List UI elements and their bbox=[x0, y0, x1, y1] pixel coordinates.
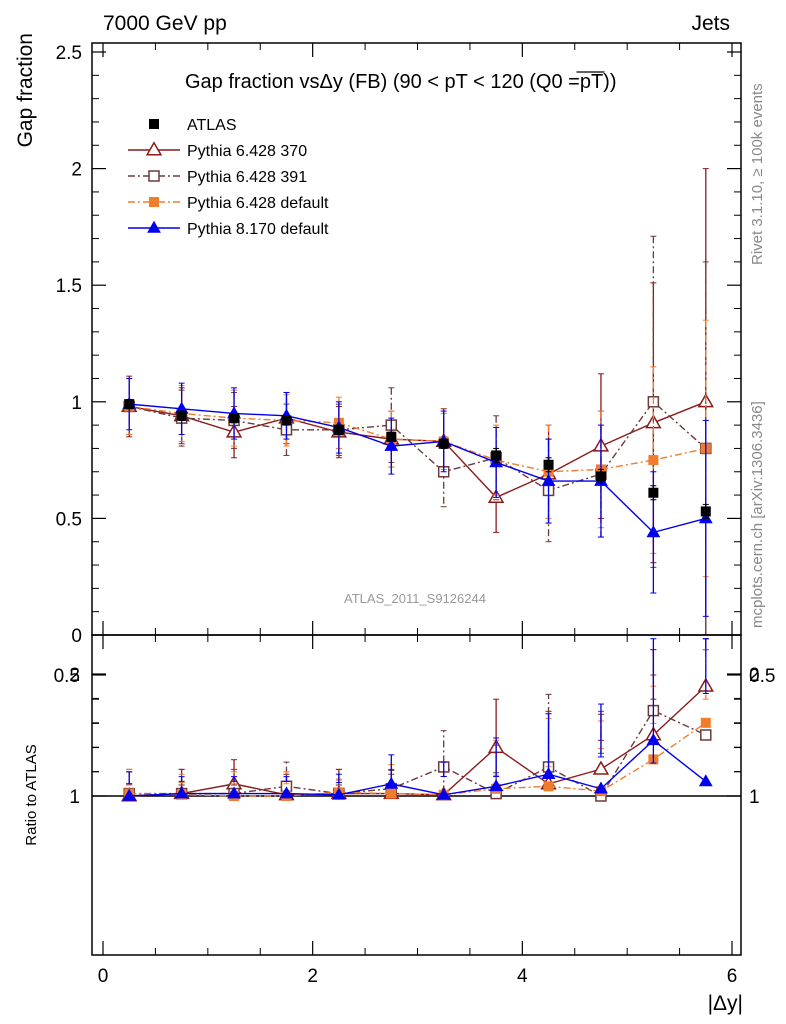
series-4-point bbox=[122, 788, 137, 801]
x-tick-label: 0 bbox=[98, 966, 109, 987]
series-3-point bbox=[386, 788, 397, 799]
series-4-point bbox=[489, 779, 504, 792]
main-panel: 0 0.5 1 1.5 2 2.5 bbox=[56, 42, 742, 647]
series-2-line bbox=[129, 709, 707, 797]
x-tick-label: 6 bbox=[727, 966, 738, 987]
series-0-point bbox=[700, 506, 711, 517]
series-3-line bbox=[129, 405, 706, 473]
series-3-point bbox=[700, 717, 711, 728]
y-tick-label: 1 bbox=[71, 393, 82, 414]
ratio-y-tick-label: 2 bbox=[69, 665, 80, 686]
ratio-panel: 0.5 0.5 1 1 2 2 0 2 4 6 bbox=[54, 43, 775, 987]
series-0-point bbox=[124, 399, 135, 410]
header-right: Jets bbox=[691, 12, 730, 35]
header-left: 7000 GeV pp bbox=[103, 12, 227, 35]
y-tick-label: 0.5 bbox=[56, 509, 82, 530]
watermark-label: ATLAS_2011_S9126244 bbox=[344, 591, 486, 606]
series-4-point bbox=[174, 401, 189, 414]
series-0-point bbox=[438, 438, 449, 449]
legend-label: Pythia 8.170 default bbox=[187, 221, 329, 238]
series-4-point bbox=[331, 787, 346, 800]
ratio-frame bbox=[91, 634, 742, 956]
series-4-line bbox=[129, 403, 706, 534]
x-tick-label: 4 bbox=[517, 966, 528, 987]
legend: ATLAS Pythia 6.428 370 Pythia 6.428 391 Pyt… bbox=[128, 117, 329, 238]
series-3-point bbox=[648, 455, 659, 466]
legend-label: Pythia 6.428 391 bbox=[187, 169, 307, 186]
ratio-y-tick-label: 0.5 bbox=[54, 666, 80, 687]
legend-label: Pythia 6.428 default bbox=[187, 195, 329, 212]
series-0-point bbox=[543, 459, 554, 470]
rivet-version-label: Rivet 3.1.10, ≥ 100k events bbox=[749, 83, 766, 265]
legend-marker bbox=[147, 220, 161, 233]
ratio-y-tick-label-right: 2 bbox=[749, 665, 760, 686]
series-4-point bbox=[279, 786, 294, 799]
legend-marker bbox=[148, 170, 160, 182]
plot-title: Gap fraction vsΔy (FB) (90 < pT < 120 (Q… bbox=[185, 71, 616, 93]
ratio-y-tick-label-right: 0.5 bbox=[749, 666, 775, 687]
series-3-line bbox=[129, 722, 707, 797]
series-0-point bbox=[386, 431, 397, 442]
series-4-point bbox=[384, 438, 399, 451]
series-0-point bbox=[595, 471, 606, 482]
y-tick-label: 2 bbox=[71, 160, 82, 181]
legend-marker bbox=[145, 141, 163, 156]
series-1-line bbox=[129, 685, 707, 797]
series-4-point bbox=[646, 525, 661, 538]
series-4-point bbox=[384, 776, 399, 789]
y-tick-label: 1.5 bbox=[56, 276, 82, 297]
x-tick-label: 2 bbox=[307, 966, 318, 987]
x-axis-title: |Δy| bbox=[708, 992, 743, 1015]
legend-marker bbox=[149, 197, 159, 207]
y-axis-title: Gap fraction bbox=[14, 33, 37, 147]
series-2-point bbox=[700, 729, 712, 741]
legend-marker bbox=[149, 119, 159, 129]
legend-label: Pythia 6.428 370 bbox=[187, 143, 307, 160]
y-tick-label: 2.5 bbox=[56, 43, 82, 64]
ratio-y-tick-label: 1 bbox=[69, 787, 80, 808]
ratio-y-tick-label-right: 1 bbox=[749, 787, 760, 808]
series-4-point bbox=[541, 473, 556, 486]
series-1-point bbox=[592, 760, 610, 775]
series-4-point bbox=[698, 774, 713, 787]
series-0-point bbox=[229, 413, 240, 424]
series-4-point bbox=[227, 786, 241, 799]
legend-label: ATLAS bbox=[187, 117, 237, 134]
series-2-line bbox=[129, 400, 707, 492]
series-0-point bbox=[491, 450, 502, 461]
series-4-point bbox=[436, 787, 451, 800]
mcplots-label: mcplots.cern.ch [arXiv:1306.3436] bbox=[749, 401, 766, 628]
ratio-axis-title: Ratio to ATLAS bbox=[23, 744, 40, 845]
series-4-point bbox=[646, 733, 661, 746]
series-4-line bbox=[129, 739, 707, 797]
series-4-point bbox=[594, 781, 608, 794]
plot-title-text: Gap fraction vsΔy (FB) (90 < pT < 120 (Q… bbox=[185, 71, 616, 93]
y-tick-label: 0 bbox=[71, 626, 82, 647]
series-0-point bbox=[281, 415, 292, 426]
series-3-point bbox=[543, 781, 554, 792]
series-0-point bbox=[176, 410, 187, 421]
series-0-point bbox=[333, 424, 344, 435]
series-4-point bbox=[541, 767, 556, 780]
series-0-point bbox=[648, 487, 659, 498]
series-4-point bbox=[174, 786, 189, 799]
